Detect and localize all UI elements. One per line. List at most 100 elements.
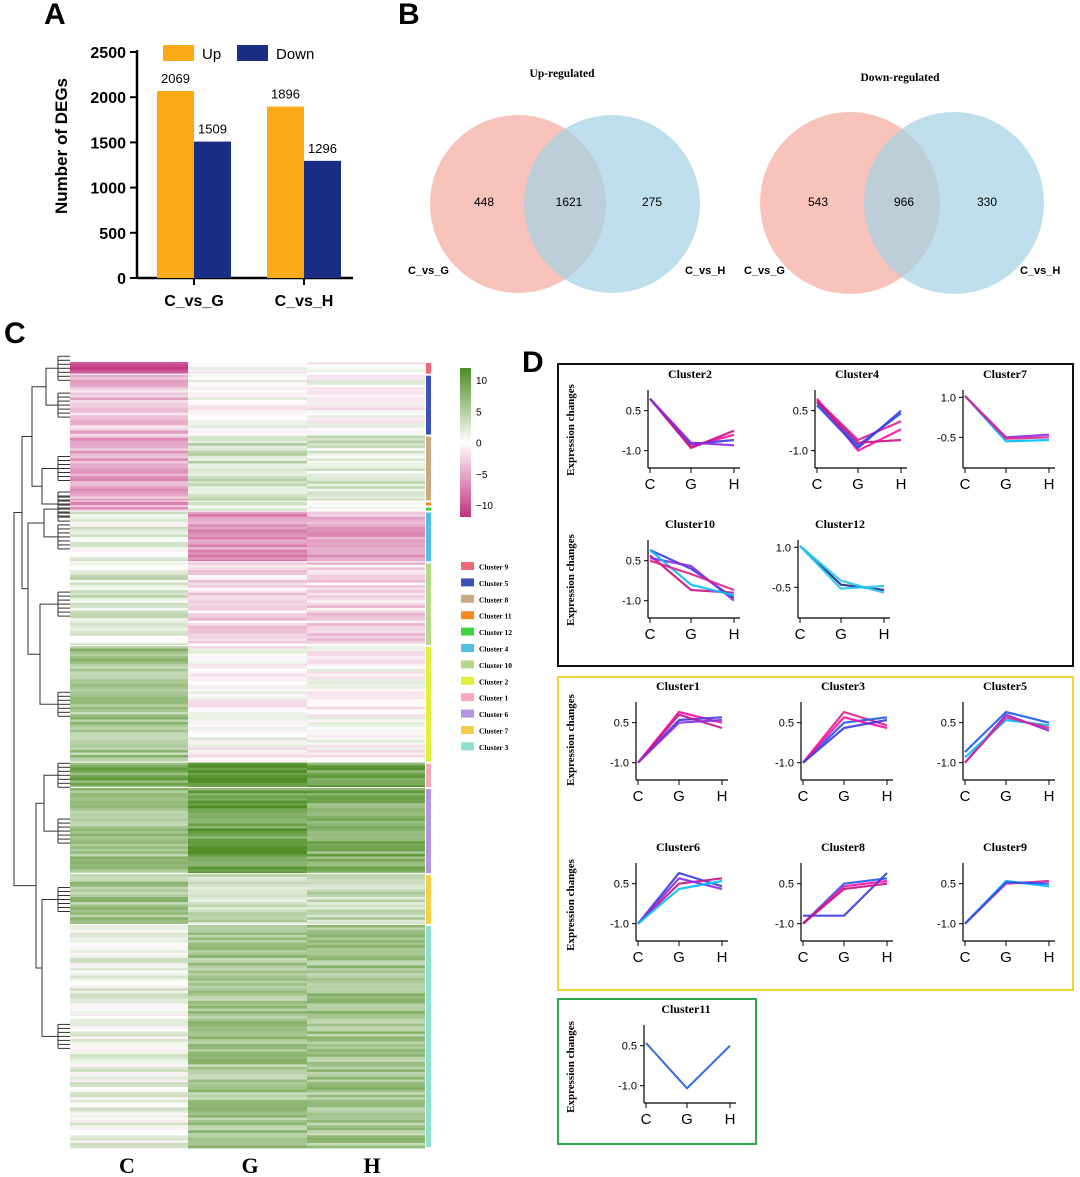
heatmap-cell [70, 848, 188, 852]
heatmap-cell [188, 671, 307, 675]
heatmap-cell [188, 932, 307, 936]
legend-swatch [461, 562, 474, 570]
venn-count-left: 543 [808, 195, 828, 209]
heatmap-cell [188, 443, 307, 447]
heatmap-cell [188, 407, 307, 411]
heatmap-column-label-c: C [119, 1153, 135, 1177]
heatmap-cell [70, 587, 188, 591]
heatmap-cell [307, 927, 425, 931]
cluster-title: Cluster4 [835, 367, 879, 381]
cluster-x-tick-label: C [960, 949, 971, 966]
heatmap-cell [70, 623, 188, 627]
cluster-trend-plots: Expression changes Expression changes Expr… [557, 363, 1074, 1145]
heatmap-cell [70, 970, 188, 974]
heatmap-cell [307, 914, 425, 918]
heatmap-cell [70, 846, 188, 850]
heatmap-cell [188, 648, 307, 652]
heatmap-cell [307, 1142, 425, 1146]
heatmap-cell [307, 640, 425, 644]
cluster-title: Cluster2 [668, 367, 712, 381]
heatmap-cell [70, 445, 188, 449]
venn-set-label-right: C_vs_H [685, 265, 725, 277]
heatmap-cell [188, 440, 307, 444]
heatmap-cell [307, 602, 425, 606]
heatmap-cell [307, 488, 425, 492]
heatmap-cell [307, 585, 425, 589]
cluster-trend-line [816, 399, 902, 442]
heatmap-cell [188, 435, 307, 439]
heatmap-cell [307, 567, 425, 571]
heatmap-cell [307, 681, 425, 685]
heatmap-cell [307, 1097, 425, 1101]
venn-title: Up-regulated [530, 68, 596, 80]
heatmap-cell [70, 567, 188, 571]
heatmap-cell [70, 633, 188, 637]
heatmap-cell [70, 1006, 188, 1009]
heatmap-cell [70, 648, 188, 652]
heatmap-cell [307, 1033, 425, 1037]
heatmap-cell [307, 929, 425, 933]
cluster-x-tick-label: C [633, 949, 644, 966]
heatmap-cell [307, 1066, 425, 1070]
heatmap-cell [307, 1041, 425, 1045]
heatmap-cell [307, 440, 425, 444]
heatmap-cell [70, 902, 188, 905]
heatmap-cell [188, 772, 307, 776]
heatmap-cell [70, 656, 188, 660]
heatmap-cell [307, 1132, 425, 1136]
heatmap-cell [307, 770, 425, 774]
heatmap-cell [70, 455, 188, 459]
heatmap-cell [307, 879, 425, 883]
bar-value-label: 1509 [198, 122, 227, 137]
heatmap-cell [70, 1132, 188, 1136]
heatmap-cell [188, 625, 307, 629]
heatmap-cell [70, 914, 188, 918]
heatmap-cell [70, 744, 188, 748]
heatmap-cell [188, 503, 307, 507]
heatmap-cell [307, 714, 425, 718]
heatmap-cell [70, 562, 188, 566]
heatmap-cell [70, 732, 188, 736]
heatmap-cell [188, 559, 307, 563]
heatmap-cell [307, 412, 425, 416]
heatmap-cell [70, 813, 188, 817]
cluster-trend-line [649, 397, 735, 448]
heatmap-cell [307, 521, 425, 525]
legend-label: Cluster 6 [479, 710, 508, 719]
heatmap-cell [70, 942, 188, 946]
heatmap-cell [70, 798, 188, 802]
panel-label-c: C [4, 317, 26, 350]
heatmap-cell [70, 564, 188, 568]
heatmap-cell [70, 620, 188, 624]
heatmap-cell [307, 869, 425, 873]
cluster-y-tick-label: -1.0 [610, 758, 629, 770]
heatmap-cell [70, 536, 188, 540]
heatmap-cell [70, 947, 188, 951]
heatmap-cell [307, 534, 425, 538]
heatmap-cell [307, 912, 425, 916]
heatmap-cell [188, 909, 307, 913]
cluster-title: Cluster7 [983, 367, 1027, 381]
y-tick-label: 1500 [90, 135, 126, 152]
heatmap-cell [188, 509, 307, 512]
legend-swatch [461, 660, 474, 669]
heatmap-cell [188, 681, 307, 685]
heatmap-cell [188, 795, 307, 799]
heatmap-cell [307, 613, 425, 616]
heatmap-cell [70, 400, 188, 403]
heatmap-cell [70, 572, 188, 576]
heatmap-cell [70, 1125, 188, 1129]
heatmap-cell [307, 582, 425, 586]
cluster-trend-line [816, 404, 902, 450]
heatmap-cell [70, 1135, 188, 1139]
heatmap-cell [307, 387, 425, 391]
cluster-plot-cluster2: Cluster2 0.5 -1.0 C G H [622, 367, 740, 493]
heatmap-cell [188, 585, 307, 589]
heatmap-cell [70, 1120, 188, 1124]
heatmap-cell [307, 476, 425, 480]
heatmap-cell [188, 369, 307, 373]
heatmap-cell [307, 1127, 425, 1131]
venn-count-intersection: 966 [894, 195, 914, 209]
heatmap-cell [188, 706, 307, 710]
